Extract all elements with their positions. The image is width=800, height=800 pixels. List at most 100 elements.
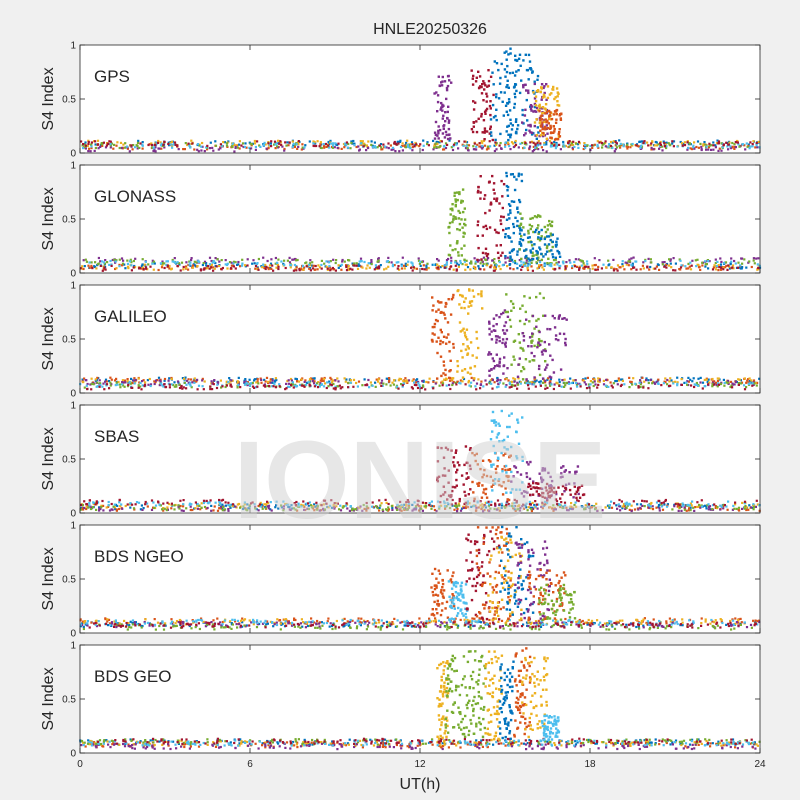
data-point: [576, 499, 579, 502]
data-point: [128, 381, 131, 384]
data-point: [643, 500, 646, 503]
data-point: [508, 386, 511, 389]
data-point: [221, 385, 224, 388]
data-point: [616, 383, 619, 386]
data-point: [526, 268, 530, 272]
data-point: [579, 383, 582, 386]
data-point: [650, 148, 653, 151]
data-point: [290, 383, 293, 387]
data-point: [500, 147, 503, 150]
data-point: [310, 506, 313, 509]
data-point: [154, 379, 158, 382]
data-point: [657, 504, 661, 507]
data-point: [202, 499, 206, 502]
data-point: [649, 258, 652, 261]
data-point: [441, 80, 444, 83]
data-point: [363, 378, 366, 381]
data-point: [481, 260, 484, 263]
data-point: [542, 381, 545, 384]
data-point: [516, 219, 519, 223]
data-point: [279, 140, 282, 143]
data-point: [448, 350, 451, 353]
data-point: [445, 342, 448, 345]
data-point: [467, 149, 470, 152]
data-point: [695, 381, 698, 385]
data-point: [463, 222, 466, 226]
data-point: [404, 146, 407, 149]
data-point: [431, 296, 434, 299]
data-point: [444, 474, 447, 477]
data-point: [655, 265, 658, 268]
data-point: [205, 264, 208, 267]
data-point: [534, 230, 537, 234]
data-point: [747, 143, 750, 146]
data-point: [480, 85, 483, 89]
data-point: [226, 263, 229, 267]
data-point: [511, 71, 515, 74]
data-point: [651, 505, 654, 508]
data-point: [141, 144, 144, 147]
data-point: [320, 377, 323, 380]
data-point: [165, 260, 168, 263]
data-point: [597, 383, 600, 386]
data-point: [379, 504, 382, 507]
data-point: [363, 260, 366, 264]
data-point: [283, 259, 286, 262]
data-point: [456, 364, 460, 368]
data-point: [534, 99, 538, 103]
data-point: [436, 134, 439, 137]
data-point: [119, 504, 122, 508]
data-point: [391, 508, 394, 511]
data-point: [400, 264, 403, 267]
data-point: [443, 313, 446, 316]
data-point: [727, 379, 730, 383]
data-point: [563, 317, 566, 320]
data-point: [559, 117, 562, 120]
data-point: [700, 145, 703, 148]
data-point: [452, 346, 455, 349]
data-point: [736, 141, 739, 144]
data-point: [391, 381, 394, 384]
data-point: [293, 502, 296, 505]
data-point: [232, 262, 235, 265]
data-point: [109, 140, 112, 143]
data-point: [606, 379, 609, 382]
data-point: [180, 509, 183, 512]
data-point: [621, 260, 624, 263]
data-point: [269, 508, 272, 511]
data-point: [446, 321, 450, 324]
data-point: [494, 503, 497, 506]
data-point: [701, 264, 704, 267]
data-point: [685, 267, 688, 270]
data-point: [577, 499, 580, 503]
data-point: [484, 258, 487, 262]
data-point: [251, 501, 254, 504]
data-point: [484, 252, 487, 255]
data-point: [439, 342, 442, 346]
data-point: [193, 507, 196, 510]
data-point: [747, 261, 750, 264]
data-point: [305, 383, 308, 386]
data-point: [548, 249, 551, 253]
data-point: [655, 506, 658, 509]
data-point: [699, 376, 702, 379]
data-point: [496, 433, 500, 436]
data-point: [197, 150, 200, 153]
data-point: [264, 267, 267, 271]
data-point: [478, 145, 481, 148]
data-point: [442, 114, 445, 117]
data-point: [476, 260, 479, 263]
data-point: [499, 268, 502, 271]
data-point: [162, 509, 165, 512]
data-point: [542, 86, 545, 90]
data-point: [97, 256, 100, 260]
data-point: [394, 142, 397, 145]
data-point: [482, 225, 485, 229]
data-point: [277, 507, 280, 510]
data-point: [758, 504, 761, 507]
data-point: [510, 412, 513, 415]
data-point: [542, 93, 546, 97]
data-point: [417, 505, 421, 508]
data-point: [303, 508, 306, 511]
